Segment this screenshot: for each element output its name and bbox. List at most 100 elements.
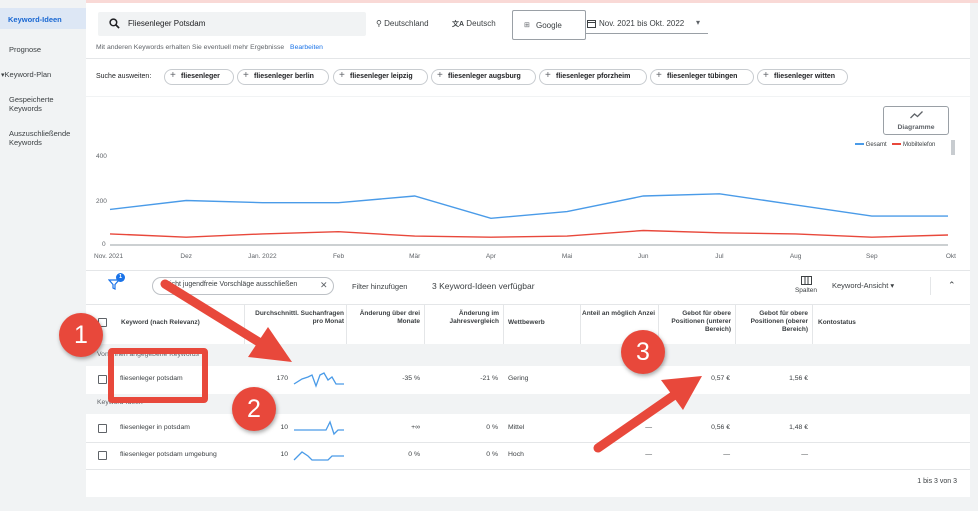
x-tick-label: Jan. 2022 (248, 253, 277, 260)
column-header-impression-share[interactable]: Anteil an möglich Anzeigenimpre (582, 310, 655, 317)
chip-label: fliesenleger pforzheim (556, 73, 631, 80)
columns-icon (800, 276, 812, 285)
sidebar-item-keyword-plan[interactable]: ▾Keyword-Plan (0, 70, 86, 80)
x-tick-label: Nov. 2021 (94, 253, 124, 260)
row-checkbox[interactable] (98, 451, 107, 460)
keyword-text[interactable]: fliesenleger potsdam (120, 375, 183, 382)
divider (244, 304, 245, 344)
divider (86, 469, 970, 470)
broaden-chip[interactable]: + fliesenleger pforzheim (539, 69, 647, 85)
table-row[interactable]: fliesenleger in potsdam 10 +∞ 0 % Mittel… (86, 414, 970, 442)
pagination-label: 1 bis 3 von 3 (917, 478, 957, 485)
sidebar-item-keyword-ideen[interactable]: Keyword-Ideen (0, 8, 86, 29)
chart-panel (86, 97, 970, 270)
sidebar-item-auszuschliessende[interactable]: Auszuschließende Keywords (0, 129, 86, 147)
avg-searches-value: 10 (280, 451, 288, 458)
three-month-change-value: -35 % (402, 375, 420, 382)
highlight-box (108, 348, 208, 403)
sidebar-item-label: Keyword-Plan (4, 70, 52, 79)
divider (503, 304, 504, 344)
language-selector[interactable]: 文A Deutsch (452, 19, 496, 29)
broaden-chip[interactable]: + fliesenleger berlin (237, 69, 329, 85)
column-header-account-status[interactable]: Kontostatus (818, 319, 856, 326)
search-hint: Mit anderen Keywords erhalten Sie eventu… (96, 44, 323, 51)
bid-high-value: 1,56 € (789, 375, 808, 382)
plus-icon: + (339, 70, 345, 81)
location-selector[interactable]: ⚲ Deutschland (376, 19, 429, 28)
plus-icon: + (545, 70, 551, 81)
filter-button[interactable]: 1 (107, 273, 125, 292)
network-label: Google (536, 21, 562, 30)
sparkline-chart (293, 372, 344, 388)
sidebar-item-prognose[interactable]: Prognose (0, 45, 86, 54)
legend-scrollbar[interactable] (951, 140, 955, 155)
edit-link[interactable]: Bearbeiten (290, 44, 323, 51)
competition-value: Hoch (508, 451, 524, 458)
filter-chip[interactable]: Nicht jugendfreie Vorschläge ausschließe… (152, 277, 334, 295)
broaden-chip[interactable]: + fliesenleger leipzig (333, 69, 428, 85)
table-panel (86, 270, 970, 497)
table-row[interactable]: fliesenleger potsdam 170 -35 % -21 % Ger… (86, 366, 970, 394)
chip-label: fliesenleger augsburg (448, 73, 521, 80)
arrow-to-bid (593, 376, 702, 453)
y-tick-label: 0 (102, 241, 106, 248)
column-header-three-month-change[interactable]: Änderung über drei Monate (359, 310, 420, 325)
keyword-text[interactable]: fliesenleger potsdam umgebung (120, 451, 217, 458)
divider (86, 270, 970, 271)
chip-label: fliesenleger witten (774, 73, 836, 80)
charts-toggle-label: Diagramme (897, 124, 935, 131)
table-row[interactable]: fliesenleger potsdam umgebung 10 0 % 0 %… (86, 443, 970, 469)
sidebar-item-gespeicherte[interactable]: Gespeicherte Keywords (0, 95, 86, 113)
chip-label: fliesenleger (181, 73, 220, 80)
x-tick-label: Feb (333, 253, 345, 260)
keyword-text[interactable]: fliesenleger in potsdam (120, 424, 190, 431)
row-checkbox[interactable] (98, 375, 107, 384)
date-range-label: Nov. 2021 bis Okt. 2022 (599, 19, 685, 28)
x-tick-label: Jul (715, 253, 724, 260)
plus-icon: + (243, 70, 249, 81)
network-icon: ⊞ (524, 22, 530, 29)
plus-icon: + (763, 70, 769, 81)
column-header-yoy-change[interactable]: Änderung im Jahresvergleich (449, 310, 499, 325)
plus-icon: + (437, 70, 443, 81)
close-icon[interactable]: ✕ (320, 280, 328, 290)
charts-toggle-button[interactable]: Diagramme (883, 106, 949, 135)
dropdown-arrow-icon: ▾ (696, 18, 701, 27)
location-pin-icon: ⚲ (376, 19, 382, 28)
filter-chip-label: Nicht jugendfreie Vorschläge ausschließe… (165, 281, 298, 288)
broaden-chip[interactable]: + fliesenleger augsburg (431, 69, 536, 85)
divider (86, 442, 970, 443)
search-input[interactable]: Fliesenleger Potsdam (98, 12, 366, 36)
keyword-view-dropdown[interactable]: Keyword-Ansicht ▾ (832, 281, 894, 290)
column-header-bid-low[interactable]: Gebot für obere Positionen (unterer Bere… (671, 310, 731, 333)
arrow-to-avg-searches (160, 279, 292, 362)
date-range-selector[interactable]: Nov. 2021 bis Okt. 2022 ▾ (586, 14, 708, 34)
yoy-change-value: 0 % (486, 451, 498, 458)
plus-icon: + (170, 70, 176, 81)
divider (86, 304, 970, 305)
legend-swatch-total (855, 143, 864, 146)
dropdown-arrow-icon: ▾ (890, 281, 895, 290)
columns-button[interactable]: Spalten (790, 276, 822, 294)
y-tick-label: 200 (96, 198, 107, 205)
chip-label: fliesenleger berlin (254, 73, 314, 80)
chevron-up-icon[interactable]: ⌃ (948, 280, 956, 290)
column-header-bid-high[interactable]: Gebot für obere Positionen (oberer Berei… (750, 310, 808, 333)
row-checkbox[interactable] (98, 424, 107, 433)
column-header-keyword[interactable]: Keyword (nach Relevanz) (121, 319, 200, 326)
x-tick-label: Jun (638, 253, 649, 260)
sidebar: Keyword-Ideen Prognose ▾Keyword-Plan Ges… (0, 0, 86, 511)
search-icon (109, 18, 120, 29)
broaden-chip[interactable]: + fliesenleger (164, 69, 234, 85)
bid-low-value: 0,57 € (711, 375, 730, 382)
divider (424, 304, 425, 344)
add-filter-link[interactable]: Filter hinzufügen (352, 282, 408, 291)
sidebar-item-label: Gespeicherte Keywords (9, 95, 54, 113)
column-header-avg-searches[interactable]: Durchschnittl. Suchanfragen pro Monat (255, 310, 344, 325)
column-header-competition[interactable]: Wettbewerb (508, 319, 545, 326)
broaden-chip[interactable]: + fliesenleger tübingen (650, 69, 754, 85)
divider (735, 304, 736, 344)
network-selector[interactable]: ⊞ Google (512, 10, 586, 40)
competition-value: Mittel (508, 424, 525, 431)
broaden-chip[interactable]: + fliesenleger witten (757, 69, 848, 85)
